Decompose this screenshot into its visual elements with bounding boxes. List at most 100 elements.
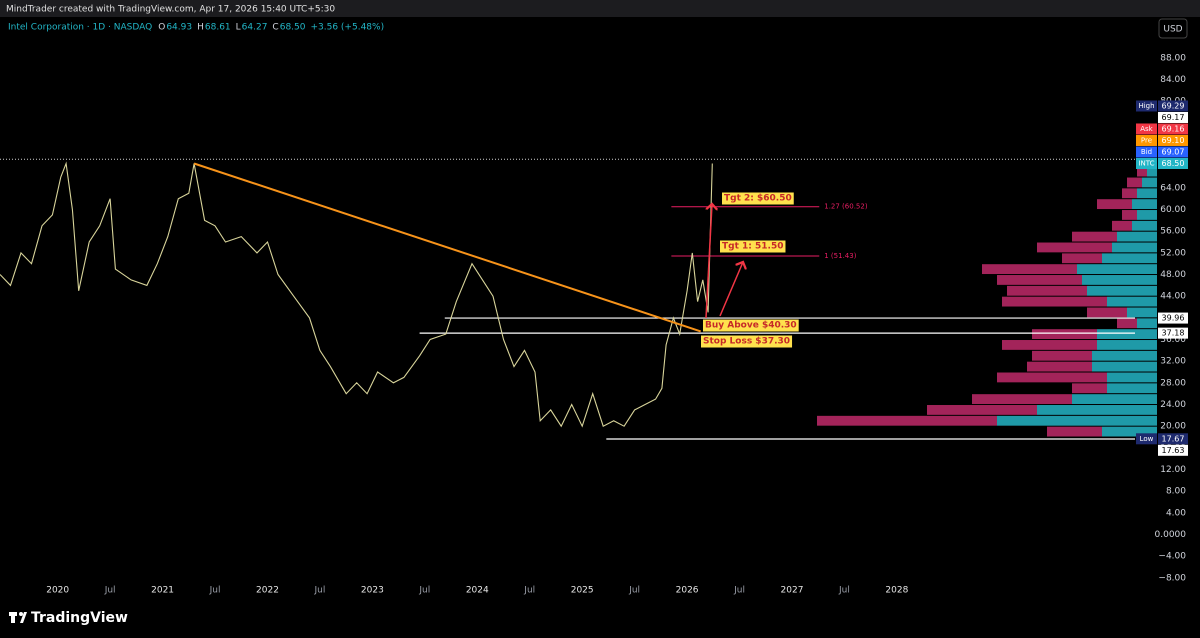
annotation-box [701,335,793,348]
x-tick-label: Jul [209,586,221,596]
price-tag-value: 37.18 [1162,329,1185,338]
footer-bar [0,602,1200,638]
y-tick-label: 28.00 [1160,378,1186,388]
annotation: Buy Above $40.30 [703,319,799,332]
y-tick-label: 52.00 [1160,248,1186,258]
profile-down [1027,361,1092,372]
profile-up [1102,426,1157,437]
price-tag-value: 69.17 [1162,113,1185,122]
ohlc-key: O [158,23,165,33]
profile-up [1107,296,1157,307]
price-tag [1158,444,1188,456]
logo-mark [20,612,27,623]
trendline [193,162,702,333]
x-tick-label: 2021 [151,586,174,596]
y-tick-label: 20.00 [1160,422,1186,432]
profile-down [1117,318,1137,329]
currency-button[interactable] [1158,18,1188,39]
profile-up [1097,340,1157,350]
arrow [705,204,712,319]
y-tick-label: 60.00 [1160,205,1186,215]
price-tag-name: High [1138,102,1154,110]
x-tick-label: Jul [523,586,535,596]
logo-mark [19,612,23,616]
y-tick-label: 32.00 [1160,357,1186,367]
price-tag-value: 69.07 [1162,147,1185,156]
x-tick-label: 2023 [361,586,384,596]
x-tick-label: 2022 [256,586,279,596]
x-tick-label: Jul [418,586,430,596]
x-tick-label: 2027 [781,586,804,596]
fib-label: 1 (51.43) [824,252,856,260]
price-tag [1158,123,1188,135]
price-tag [1158,134,1188,146]
y-tick-label: −8.00 [1158,573,1186,583]
profile-up [1127,307,1157,318]
x-tick-label: Jul [104,586,116,596]
price-tag [1158,100,1188,112]
y-tick-label: −4.00 [1158,552,1186,562]
profile-up [997,415,1157,426]
annotation: Tgt 2: $60.50 [722,192,794,205]
price-tag-value: 69.10 [1162,136,1185,145]
currency[interactable]: USD [1163,25,1182,35]
profile-up [1102,253,1157,264]
x-tick-label: Jul [628,586,640,596]
ohlc-value: 68.50 [280,23,306,33]
annotation-text: Buy Above $40.30 [705,321,797,331]
profile-down [1072,231,1117,242]
profile-up [1077,264,1157,275]
profile-up [1147,166,1157,177]
annotation-box [703,319,799,332]
annotation: Tgt 1: 51.50 [720,240,786,253]
x-tick-label: 2024 [466,586,489,596]
change: +3.56 (+5.48%) [310,23,384,33]
x-tick-label: 2025 [571,586,594,596]
profile-down [1047,426,1102,437]
x-tick-label: 2026 [676,586,699,596]
price-tag-value: 69.16 [1162,124,1185,133]
ohlc-key: C [272,23,278,33]
header-bar [0,0,1200,17]
profile-up [1082,275,1157,285]
price-tag-name: INTC [1138,159,1154,167]
annotation-text: Tgt 2: $60.50 [724,194,792,204]
profile-down [1032,329,1097,340]
profile-down [1122,210,1137,220]
price-line [0,161,713,428]
price-tag-name-box [1136,123,1157,135]
profile-down [1097,199,1132,210]
annotation-text: Tgt 1: 51.50 [722,242,783,252]
price-tag [1158,312,1188,324]
ohlc-key: H [197,23,204,33]
y-tick-label: 12.00 [1160,465,1186,475]
profile-down [997,275,1082,285]
profile-up [1107,372,1157,383]
profile-down [1007,285,1087,296]
profile-down [1002,340,1097,350]
profile-down [1137,166,1147,177]
price-tag-name-box [1136,157,1157,169]
symbol: Intel Corporation · 1D · NASDAQ [8,23,152,33]
annotation-box [722,192,794,205]
x-tick-label: 2028 [885,586,908,596]
y-tick-label: 88.00 [1160,53,1186,63]
profile-down [1062,253,1102,264]
y-tick-label: 64.00 [1160,183,1186,193]
profile-down [972,394,1072,405]
x-tick-label: Jul [838,586,850,596]
profile-up [1092,361,1157,372]
profile-down [1112,220,1132,231]
price-tag [1158,433,1188,445]
y-tick-label: 4.00 [1166,508,1186,518]
profile-up [1137,188,1157,199]
price-tag-value: 39.96 [1162,314,1185,323]
profile-up [1112,242,1157,253]
price-tag-value: 68.50 [1162,159,1185,168]
price-tag-name: Low [1140,435,1154,443]
profile-up [1087,285,1157,296]
price-tag-name-box [1136,146,1157,158]
annotation: Stop Loss $37.30 [701,335,793,348]
profile-down [1127,177,1142,188]
